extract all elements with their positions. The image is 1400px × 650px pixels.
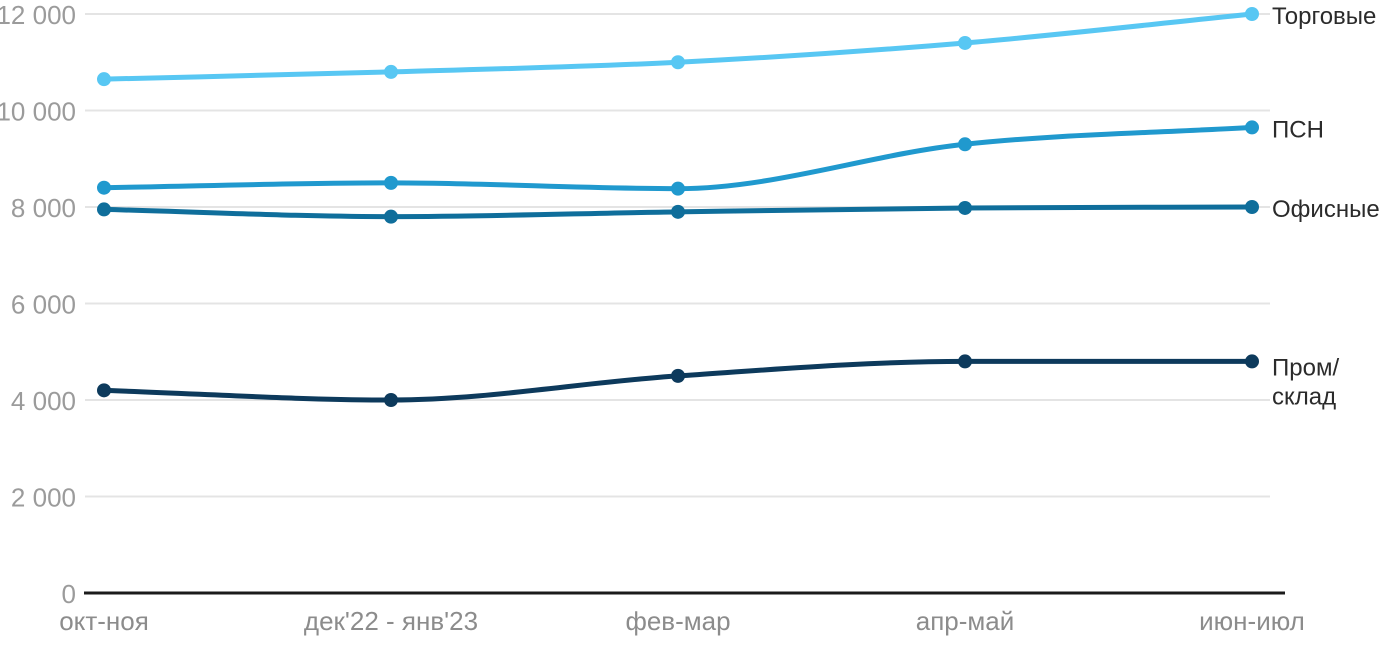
series-line-1 xyxy=(101,124,1255,192)
data-point-s3-3[interactable] xyxy=(958,354,972,369)
y-tick-label: 12 000 xyxy=(0,0,76,30)
data-point-s0-3[interactable] xyxy=(958,35,972,50)
x-tick-label: июн-июл xyxy=(1199,606,1305,636)
legend-label-0: Торговые xyxy=(1272,3,1376,30)
data-point-s2-2[interactable] xyxy=(671,204,685,219)
y-tick-label: 10 000 xyxy=(0,97,76,127)
data-point-s1-4[interactable] xyxy=(1245,120,1259,135)
data-point-s0-2[interactable] xyxy=(671,55,685,70)
data-point-s3-4[interactable] xyxy=(1245,354,1259,369)
x-tick-label: фев-мар xyxy=(625,606,730,636)
y-tick-label: 6 000 xyxy=(11,290,76,320)
x-tick-label: окт-ноя xyxy=(59,606,149,636)
x-tick-label: дек'22 - янв'23 xyxy=(304,606,478,636)
data-point-s2-0[interactable] xyxy=(97,202,111,217)
data-point-s2-3[interactable] xyxy=(958,200,972,215)
data-point-s1-1[interactable] xyxy=(384,175,398,190)
x-tick-label: апр-май xyxy=(916,606,1015,636)
legend-label-3: Пром/ xyxy=(1272,354,1339,381)
data-point-s3-1[interactable] xyxy=(384,393,398,407)
y-tick-label: 4 000 xyxy=(11,386,76,416)
data-point-s0-1[interactable] xyxy=(384,64,398,79)
data-point-s1-2[interactable] xyxy=(671,181,685,196)
legend-label-1: ПСН xyxy=(1272,116,1324,143)
data-point-s3-2[interactable] xyxy=(671,368,685,383)
y-tick-label: 8 000 xyxy=(11,193,76,223)
data-point-s1-0[interactable] xyxy=(97,180,111,195)
legend-label-3: склад xyxy=(1272,383,1336,410)
data-point-s0-0[interactable] xyxy=(97,72,111,87)
data-point-s1-3[interactable] xyxy=(958,137,972,152)
series-line-0 xyxy=(101,11,1255,82)
data-point-s2-1[interactable] xyxy=(384,209,398,224)
y-tick-label: 0 xyxy=(62,579,76,609)
legend-label-2: Офисные xyxy=(1272,196,1380,223)
data-point-s2-4[interactable] xyxy=(1245,200,1259,214)
y-tick-label: 2 000 xyxy=(11,483,76,513)
data-point-s3-0[interactable] xyxy=(97,383,111,398)
data-point-s0-4[interactable] xyxy=(1245,7,1259,21)
